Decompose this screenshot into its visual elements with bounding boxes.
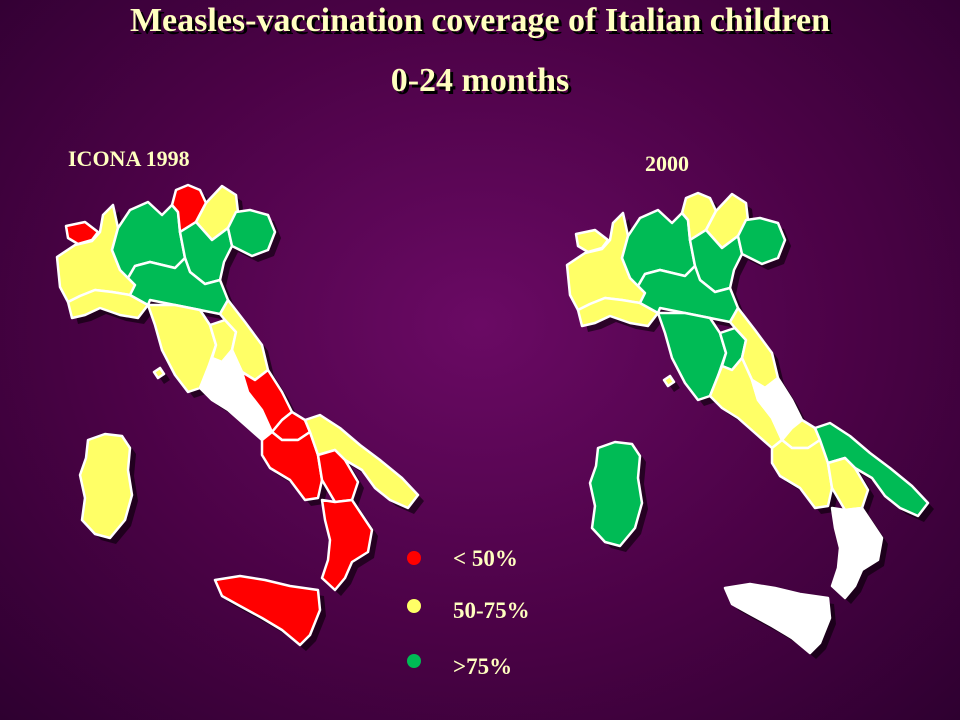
- region-sardinia-2000: [588, 440, 644, 548]
- region-friuli-2000: [736, 216, 787, 266]
- legend-label-mid: 50-75%: [453, 598, 530, 623]
- region-basilicata-icona-1998: [316, 448, 360, 504]
- legend-dot-mid: [407, 599, 421, 613]
- legend-label-low: < 50%: [453, 546, 518, 571]
- title-line-2: 0-24 months: [390, 62, 570, 99]
- region-sicily-2000: [723, 582, 832, 655]
- region-friuli-icona-1998: [226, 208, 277, 258]
- map-1998: [55, 183, 420, 647]
- region-basilicata-2000: [826, 456, 870, 512]
- map-label-1998: ICONA 1998: [68, 146, 190, 171]
- legend-dot-high: [407, 654, 421, 668]
- region-liguria-2000: [576, 296, 660, 328]
- map-2000: [565, 191, 930, 655]
- map-label-2000: 2000: [645, 151, 689, 176]
- region-elba-2000: [662, 374, 676, 388]
- region-calabria-2000: [830, 506, 884, 600]
- region-abruzzo-2000: [750, 376, 804, 442]
- region-sardinia-icona-1998: [78, 432, 134, 540]
- region-calabria-icona-1998: [320, 498, 374, 592]
- legend-label-high: >75%: [453, 654, 513, 679]
- title-line-1: Measles-vaccination coverage of Italian …: [129, 2, 831, 39]
- region-elba-icona-1998: [152, 366, 166, 380]
- region-sicily-icona-1998: [213, 574, 322, 647]
- legend-dot-low: [407, 551, 421, 565]
- region-liguria-icona-1998: [66, 288, 150, 320]
- region-abruzzo-icona-1998: [240, 368, 294, 434]
